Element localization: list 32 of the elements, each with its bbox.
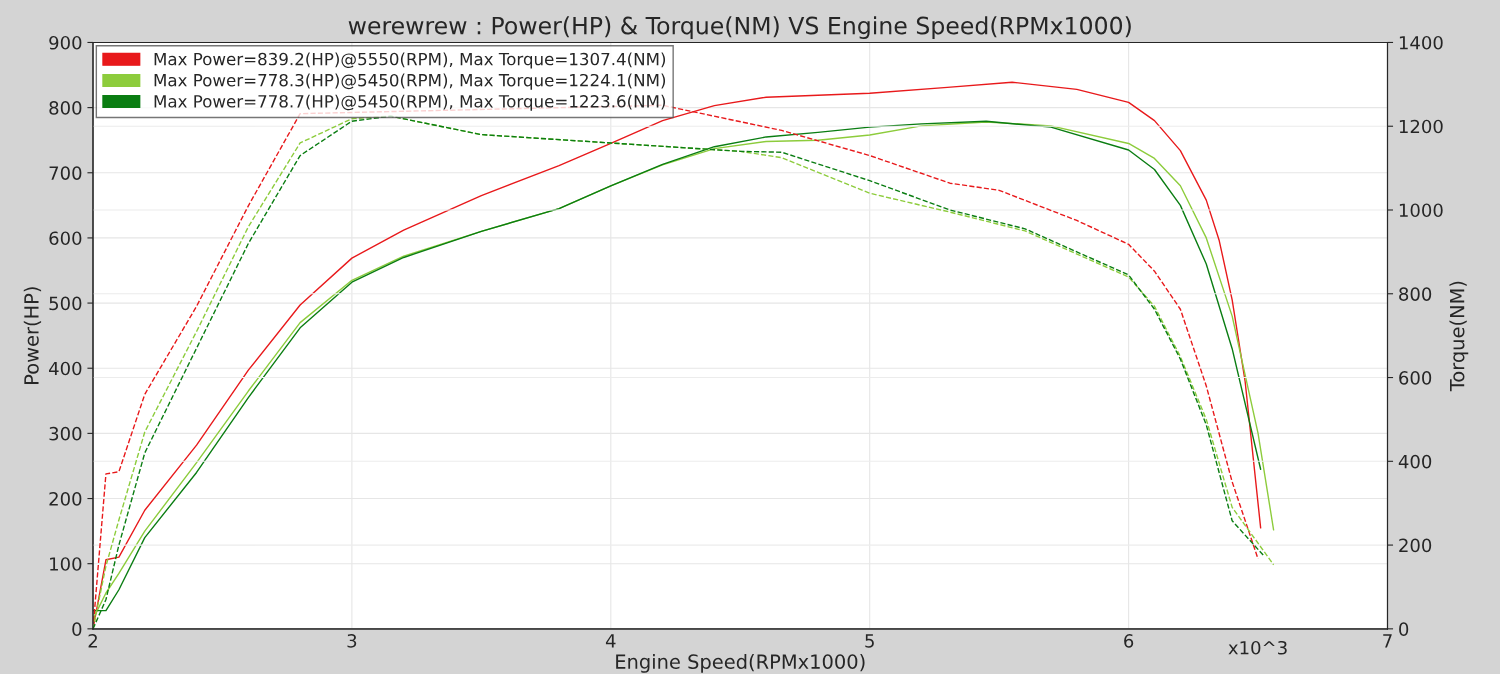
y2-tick-label: 200 bbox=[1399, 538, 1432, 553]
y2-tick-label: 1400 bbox=[1399, 35, 1443, 50]
y-tick-label: 800 bbox=[49, 101, 82, 115]
text: x10^3 bbox=[1228, 640, 1287, 655]
legend-label: Max Power=778.3(HP)@5450(RPM), Max Torque=1224.1(NM) bbox=[154, 73, 666, 90]
y-tick-label: 100 bbox=[50, 557, 82, 571]
x-tick-label: 2 bbox=[88, 634, 97, 648]
y-tick-label: 700 bbox=[49, 166, 82, 180]
y-tick-label: 600 bbox=[49, 231, 82, 246]
y-tick-label: 200 bbox=[49, 491, 82, 506]
y-tick-label: 400 bbox=[49, 361, 82, 376]
chart-title: werewrew : Power(HP) & Torque(NM) VS Engine Speed(RPMx1000) bbox=[348, 16, 1131, 40]
x-tick-label: 3 bbox=[347, 634, 357, 648]
y2-tick-label: 600 bbox=[1399, 371, 1432, 385]
y2-tick-label: 1200 bbox=[1399, 119, 1443, 134]
x-tick-label: 5 bbox=[865, 634, 874, 648]
y-tick-label: 500 bbox=[49, 296, 82, 311]
y2-tick-label: 800 bbox=[1399, 287, 1432, 301]
x-tick-label: 7 bbox=[1383, 634, 1392, 648]
y-tick-label: 300 bbox=[49, 426, 82, 441]
x-tick-label: 4 bbox=[605, 634, 616, 648]
y-tick-label: 900 bbox=[49, 35, 82, 50]
y2-tick-label: 1000 bbox=[1399, 203, 1443, 218]
legend-label: Max Power=778.7(HP)@5450(RPM), Max Torque=1223.6(NM) bbox=[154, 94, 666, 111]
y2-axis-title: Torque(NM) bbox=[1449, 281, 1469, 392]
y-tick-label: 0 bbox=[72, 622, 82, 636]
legend-label: Max Power=839.2(HP)@5550(RPM), Max Torque=1307.4(NM) bbox=[154, 52, 666, 69]
x-tick-label: 6 bbox=[1124, 634, 1134, 648]
x-axis-title: Engine Speed(RPMx1000) bbox=[616, 653, 865, 673]
y2-tick-label: 400 bbox=[1398, 454, 1432, 469]
y-axis-title: Power(HP) bbox=[23, 287, 42, 384]
y2-tick-label: 0 bbox=[1399, 622, 1409, 636]
